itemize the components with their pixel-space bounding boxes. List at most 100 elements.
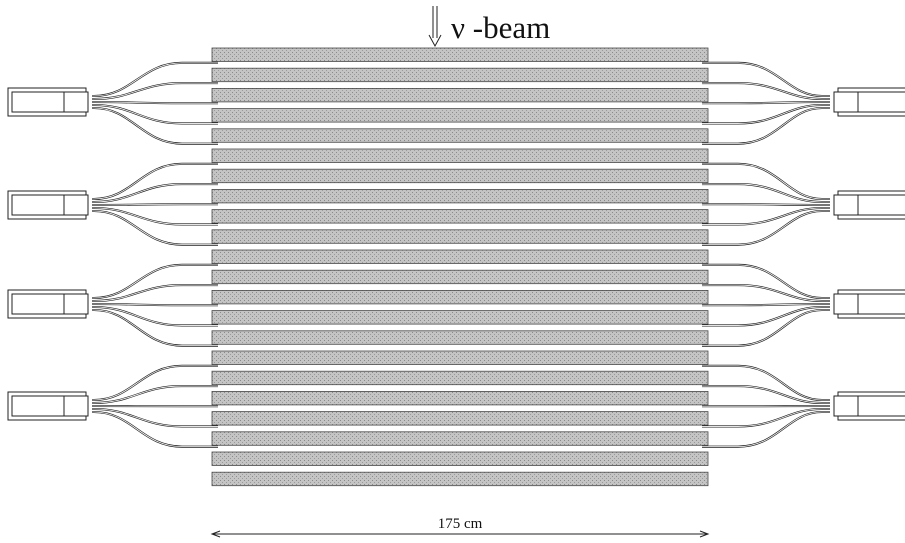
- fiber-core: [702, 82, 830, 100]
- fiber: [702, 364, 830, 402]
- fiber-core: [702, 411, 830, 448]
- scintillator-strip: [211, 88, 709, 103]
- fiber: [92, 385, 218, 405]
- photomultiplier-boxes: [7, 87, 905, 421]
- dimension-label: 175 cm: [438, 516, 483, 532]
- scintillator-strip: [211, 47, 709, 62]
- fiber: [702, 82, 830, 101]
- scintillator-strips: [211, 47, 709, 487]
- fiber: [702, 103, 830, 125]
- pmt-body: [856, 395, 905, 417]
- fiber: [702, 410, 830, 448]
- fiber-core: [92, 163, 218, 200]
- scintillator-strip: [211, 330, 709, 345]
- fiber: [92, 106, 218, 145]
- fiber-core: [702, 309, 830, 347]
- fiber-core: [702, 385, 830, 404]
- pmt-body: [856, 293, 905, 315]
- scintillator-strip: [211, 209, 709, 224]
- photomultiplier: [833, 87, 905, 117]
- fiber: [702, 284, 830, 303]
- pmt-base: [833, 293, 859, 315]
- fiber: [702, 183, 830, 204]
- photomultiplier: [833, 190, 905, 220]
- pmt-base: [833, 395, 859, 417]
- photomultiplier: [833, 391, 905, 421]
- pmt-base: [63, 293, 89, 315]
- fiber: [92, 410, 218, 448]
- fiber: [702, 61, 830, 98]
- fiber-core: [92, 101, 218, 104]
- scintillator-strip: [211, 108, 709, 123]
- fiber-core: [92, 203, 218, 206]
- fiber-core: [702, 284, 830, 302]
- fiber: [92, 206, 218, 226]
- fiber-core: [702, 62, 830, 97]
- scintillator-strip: [211, 229, 709, 244]
- scintillator-strip: [211, 471, 709, 487]
- fiber: [702, 106, 830, 145]
- fiber-core: [92, 303, 218, 306]
- fiber: [702, 206, 830, 226]
- pmt-body: [11, 194, 65, 216]
- pmt-body: [856, 91, 905, 113]
- fiber-core: [92, 82, 218, 100]
- pmt-base: [63, 395, 89, 417]
- fiber-core: [92, 210, 218, 246]
- fiber-core: [92, 104, 218, 124]
- fiber-core: [92, 207, 218, 225]
- scintillator-strip: [211, 411, 709, 426]
- pmt-body: [11, 395, 65, 417]
- scintillator-strip: [211, 390, 709, 406]
- fiber-core: [702, 210, 830, 246]
- fiber: [92, 103, 218, 125]
- pmt-base: [833, 91, 859, 113]
- fiber-core: [92, 284, 218, 302]
- fiber-core: [702, 306, 830, 326]
- scintillator-strip: [211, 188, 709, 204]
- scintillator-strip: [211, 350, 709, 365]
- fiber-core: [702, 303, 830, 306]
- fiber: [702, 209, 830, 246]
- fiber-bundles: [92, 61, 830, 448]
- fiber: [92, 284, 218, 303]
- fiber: [92, 305, 218, 327]
- fiber-core: [92, 107, 218, 145]
- photomultiplier: [7, 190, 89, 220]
- scintillator-strip: [211, 451, 709, 466]
- fiber: [92, 61, 218, 98]
- fiber-core: [92, 408, 218, 427]
- fiber: [702, 385, 830, 405]
- fiber-core: [702, 163, 830, 200]
- fiber: [92, 364, 218, 402]
- fiber-core: [702, 107, 830, 145]
- fiber-core: [702, 203, 830, 206]
- pmt-body: [11, 91, 65, 113]
- pmt-base: [63, 194, 89, 216]
- fiber: [702, 263, 830, 300]
- fiber: [702, 162, 830, 201]
- fiber: [92, 308, 218, 347]
- fiber-core: [702, 207, 830, 225]
- scintillator-strip: [211, 67, 709, 83]
- dimension-line: [210, 530, 710, 538]
- scintillator-strip: [211, 310, 709, 325]
- fiber-core: [92, 385, 218, 404]
- scintillator-strip: [211, 249, 709, 264]
- scintillator-strip: [211, 289, 709, 305]
- fiber-core: [92, 183, 218, 203]
- scintillator-strip: [211, 148, 709, 163]
- fiber-core: [702, 183, 830, 203]
- fiber: [92, 183, 218, 204]
- fiber: [702, 308, 830, 347]
- fiber-core: [702, 408, 830, 427]
- pmt-base: [63, 91, 89, 113]
- fiber-core: [92, 306, 218, 326]
- fiber: [92, 263, 218, 300]
- photomultiplier: [7, 289, 89, 319]
- scintillator-strip: [211, 431, 709, 446]
- fiber-core: [92, 309, 218, 347]
- pmt-body: [11, 293, 65, 315]
- fiber-core: [702, 365, 830, 401]
